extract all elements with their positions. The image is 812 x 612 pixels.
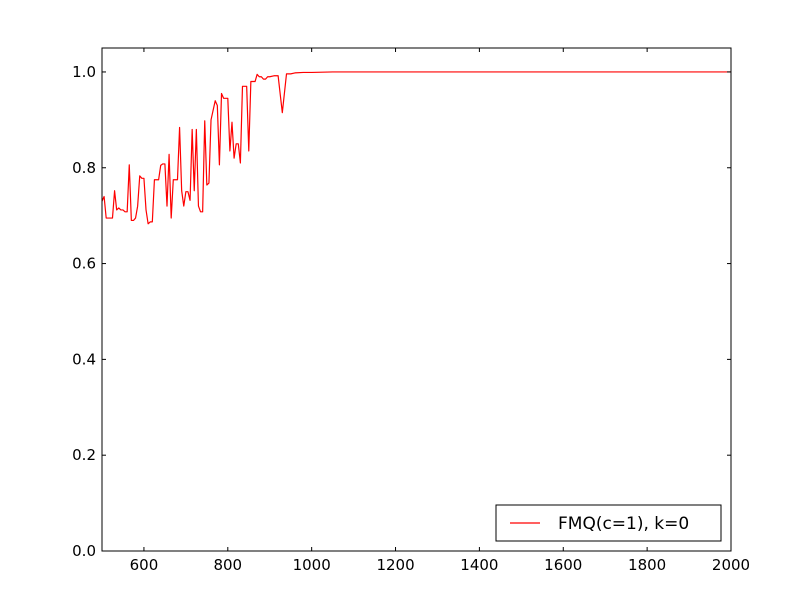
y-tick-label: 0.8: [72, 159, 96, 177]
x-tick-label: 1600: [544, 556, 582, 574]
y-tick-label: 0.0: [72, 542, 96, 560]
x-tick-label: 1000: [293, 556, 331, 574]
series-layer: [102, 71, 731, 225]
y-tick-label: 0.4: [72, 350, 96, 368]
legend: FMQ(c=1), k=0: [495, 504, 722, 542]
x-tick-label: 1200: [376, 556, 414, 574]
x-tick-label: 1400: [460, 556, 498, 574]
x-tick-label: 800: [213, 556, 242, 574]
x-tick-label: 600: [130, 556, 159, 574]
legend-label: FMQ(c=1), k=0: [558, 514, 689, 534]
y-tick-label: 0.2: [72, 446, 96, 464]
x-tick-label: 1800: [628, 556, 666, 574]
plot-area: [102, 48, 731, 551]
series-line-0: [102, 71, 731, 225]
plot-frame: [101, 47, 732, 552]
y-tick-label: 1.0: [72, 63, 96, 81]
x-tick-label: 2000: [712, 556, 750, 574]
tick-layer: 600 800 1000 1200 1400 1600 1800 2000 0.0 0.2 0.4 0…: [72, 48, 750, 574]
y-tick-label: 0.6: [72, 255, 96, 273]
